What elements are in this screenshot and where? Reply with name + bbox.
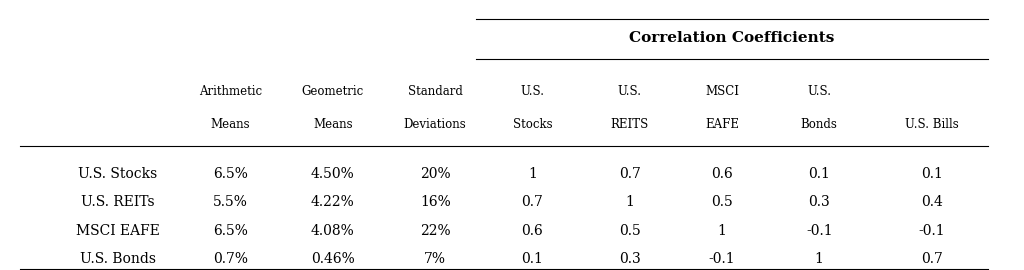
Text: Means: Means: [211, 118, 250, 131]
Text: 0.1: 0.1: [808, 167, 830, 181]
Text: 22%: 22%: [420, 224, 451, 238]
Text: 0.3: 0.3: [618, 252, 641, 266]
Text: 0.46%: 0.46%: [311, 252, 354, 266]
Text: 20%: 20%: [420, 167, 451, 181]
Text: U.S. REITs: U.S. REITs: [81, 195, 155, 210]
Text: U.S.: U.S.: [520, 85, 545, 98]
Text: 0.4: 0.4: [921, 195, 943, 210]
Text: MSCI EAFE: MSCI EAFE: [76, 224, 160, 238]
Text: 0.6: 0.6: [711, 167, 733, 181]
Text: U.S. Stocks: U.S. Stocks: [78, 167, 158, 181]
Text: 16%: 16%: [420, 195, 451, 210]
Text: MSCI: MSCI: [705, 85, 739, 98]
Text: U.S.: U.S.: [807, 85, 831, 98]
Text: 6.5%: 6.5%: [213, 167, 248, 181]
Text: -0.1: -0.1: [806, 224, 833, 238]
Text: 4.22%: 4.22%: [311, 195, 354, 210]
Text: 4.08%: 4.08%: [311, 224, 354, 238]
Text: 0.7: 0.7: [921, 252, 943, 266]
Text: 0.3: 0.3: [808, 195, 830, 210]
Text: 1: 1: [528, 167, 537, 181]
Text: 0.5: 0.5: [618, 224, 641, 238]
Text: 5.5%: 5.5%: [213, 195, 248, 210]
Text: Means: Means: [313, 118, 352, 131]
Text: Arithmetic: Arithmetic: [199, 85, 262, 98]
Text: 0.6: 0.6: [521, 224, 544, 238]
Text: U.S. Bills: U.S. Bills: [905, 118, 958, 131]
Text: 1: 1: [718, 224, 726, 238]
Text: Correlation Coefficients: Correlation Coefficients: [630, 31, 835, 45]
Text: 7%: 7%: [424, 252, 446, 266]
Text: 0.1: 0.1: [921, 167, 943, 181]
Text: 6.5%: 6.5%: [213, 224, 248, 238]
Text: 0.7: 0.7: [618, 167, 641, 181]
Text: 0.7: 0.7: [521, 195, 544, 210]
Text: 4.50%: 4.50%: [311, 167, 354, 181]
Text: Bonds: Bonds: [801, 118, 838, 131]
Text: 0.5: 0.5: [711, 195, 733, 210]
Text: -0.1: -0.1: [709, 252, 735, 266]
Text: 1: 1: [626, 195, 634, 210]
Text: Stocks: Stocks: [513, 118, 552, 131]
Text: 0.7%: 0.7%: [213, 252, 248, 266]
Text: Standard: Standard: [408, 85, 463, 98]
Text: Geometric: Geometric: [302, 85, 364, 98]
Text: EAFE: EAFE: [705, 118, 739, 131]
Text: 0.1: 0.1: [521, 252, 544, 266]
Text: U.S.: U.S.: [617, 85, 642, 98]
Text: Deviations: Deviations: [403, 118, 467, 131]
Text: 1: 1: [815, 252, 823, 266]
Text: U.S. Bonds: U.S. Bonds: [80, 252, 156, 266]
Text: REITS: REITS: [610, 118, 649, 131]
Text: -0.1: -0.1: [919, 224, 945, 238]
